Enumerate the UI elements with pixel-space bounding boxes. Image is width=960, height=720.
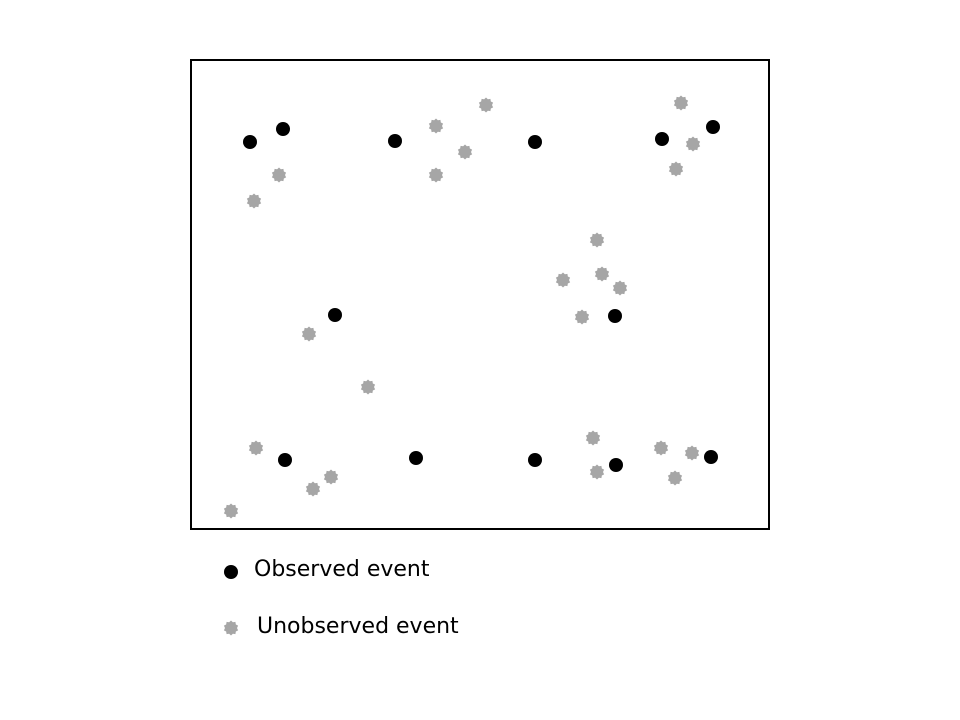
unobserved-event-dot: [305, 481, 321, 497]
unobserved-event-dot: [673, 95, 689, 111]
observed-event-dot: [388, 134, 402, 148]
unobserved-event-dot: [684, 445, 700, 461]
unobserved-event-dot: [589, 232, 605, 248]
unobserved-event-dot: [668, 161, 684, 177]
unobserved-event-dot: [594, 266, 610, 282]
observed-event-dot: [706, 120, 720, 134]
observed-event-dot: [704, 450, 718, 464]
unobserved-event-dot: [589, 464, 605, 480]
observed-event-dot: [328, 308, 342, 322]
unobserved-event-dot: [301, 326, 317, 342]
observed-event-dot: [609, 458, 623, 472]
unobserved-event-dot: [428, 118, 444, 134]
unobserved-event-dot: [223, 503, 239, 519]
observed-events: [243, 120, 720, 472]
observed-event-dot: [243, 135, 257, 149]
observed-event-dot: [655, 132, 669, 146]
legend-observed-icon: [224, 565, 238, 579]
unobserved-event-dot: [585, 430, 601, 446]
unobserved-event-dot: [246, 193, 262, 209]
unobserved-event-dot: [574, 309, 590, 325]
observed-event-dot: [528, 135, 542, 149]
unobserved-events: [223, 95, 701, 519]
unobserved-event-dot: [685, 136, 701, 152]
observed-event-dot: [278, 453, 292, 467]
unobserved-event-dot: [248, 440, 264, 456]
observation-window: [190, 59, 770, 530]
observed-event-dot: [528, 453, 542, 467]
unobserved-event-dot: [323, 469, 339, 485]
unobserved-event-dot: [457, 144, 473, 160]
observed-event-dot: [608, 309, 622, 323]
unobserved-event-dot: [653, 440, 669, 456]
observed-event-dot: [409, 451, 423, 465]
legend-markers: [223, 565, 239, 636]
unobserved-event-dot: [271, 167, 287, 183]
unobserved-event-dot: [360, 379, 376, 395]
unobserved-event-dot: [428, 167, 444, 183]
unobserved-event-dot: [612, 280, 628, 296]
unobserved-event-dot: [667, 470, 683, 486]
observed-event-dot: [276, 122, 290, 136]
legend-unobserved-icon: [223, 620, 239, 636]
legend-unobserved-label: Unobserved event: [257, 614, 459, 639]
legend-observed-label: Observed event: [254, 557, 430, 582]
unobserved-event-dot: [555, 272, 571, 288]
unobserved-event-dot: [478, 97, 494, 113]
